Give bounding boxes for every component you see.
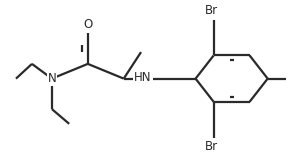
Text: HN: HN <box>134 71 152 84</box>
Text: N: N <box>47 72 56 85</box>
Text: Br: Br <box>204 140 218 153</box>
Text: O: O <box>83 18 92 31</box>
Text: Br: Br <box>204 4 218 17</box>
